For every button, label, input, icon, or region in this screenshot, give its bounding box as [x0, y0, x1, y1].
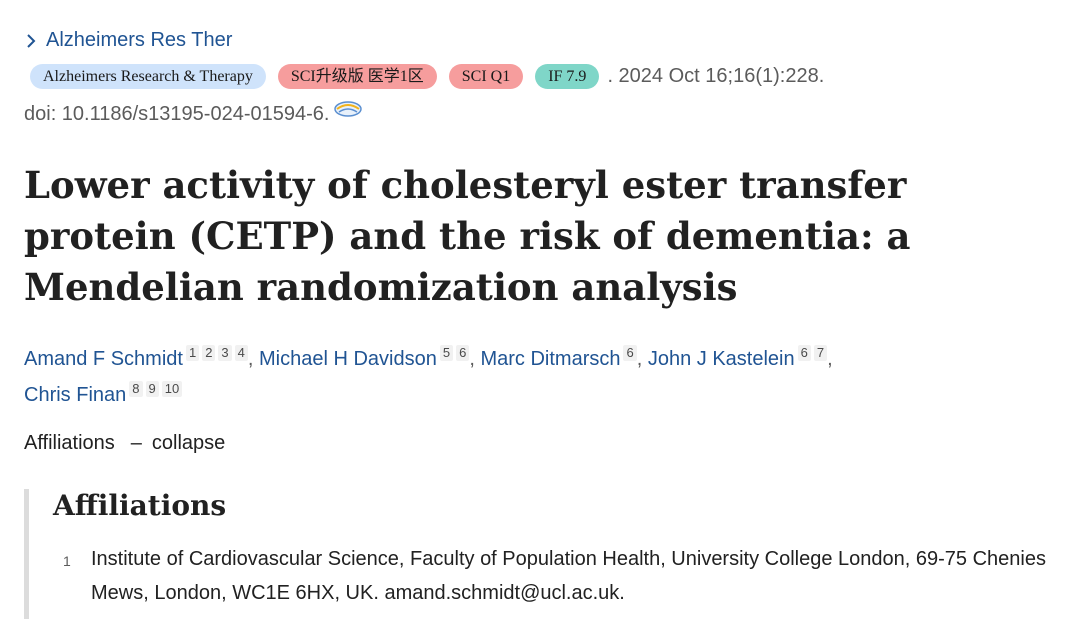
affiliation-ref[interactable]: 10 — [161, 381, 183, 397]
affiliation-ref[interactable]: 5 — [439, 345, 454, 361]
affiliation-item: 1 Institute of Cardiovascular Science, F… — [63, 542, 1053, 610]
affiliation-ref[interactable]: 1 — [185, 345, 200, 361]
affiliation-ref[interactable]: 9 — [145, 381, 159, 397]
author-item: Chris Finan 8 9 10 — [24, 381, 183, 406]
author-link[interactable]: Marc Ditmarsch — [480, 348, 621, 370]
author-item: Marc Ditmarsch 6 — [480, 345, 637, 370]
journal-name-badge[interactable]: Alzheimers Research & Therapy — [30, 64, 266, 89]
affiliations-heading: Affiliations — [53, 489, 227, 522]
collapse-link[interactable]: collapse — [151, 432, 226, 454]
author-link[interactable]: John J Kastelein — [647, 348, 795, 370]
affiliation-ref[interactable]: 7 — [813, 345, 828, 361]
affiliation-text: Institute of Cardiovascular Science, Fac… — [91, 548, 1046, 604]
author-item: John J Kastelein 6 7 — [647, 345, 828, 370]
journal-link-label: Alzheimers Res Ther — [46, 29, 233, 51]
affiliation-ref[interactable]: 8 — [129, 381, 143, 397]
affiliation-ref[interactable]: 4 — [234, 345, 248, 361]
affiliation-ref[interactable]: 3 — [218, 345, 232, 361]
affiliation-ref[interactable]: 6 — [797, 345, 811, 361]
journal-link[interactable]: Alzheimers Res Ther — [24, 29, 232, 52]
affiliations-panel: Affiliations 1 Institute of Cardiovascul… — [24, 489, 1064, 619]
author-link[interactable]: Chris Finan — [24, 384, 127, 406]
full-text-link-icon[interactable] — [333, 99, 363, 119]
chevron-right-icon — [27, 33, 36, 48]
doi-row: doi: 10.1186/s13195-024-01594-6. — [24, 100, 363, 126]
affiliation-ref[interactable]: 6 — [623, 345, 637, 361]
article-title: Lower activity of cholesteryl ester tran… — [24, 163, 911, 309]
doi-text: doi: 10.1186/s13195-024-01594-6. — [24, 103, 330, 125]
journal-meta-row: Alzheimers Research & Therapy SCI升级版 医学1… — [30, 64, 824, 89]
impact-factor-badge[interactable]: IF 7.9 — [535, 64, 600, 89]
author-link[interactable]: Amand F Schmidt — [24, 348, 183, 370]
affiliation-ref[interactable]: 2 — [202, 345, 216, 361]
sci-quartile-badge[interactable]: SCI Q1 — [448, 64, 524, 89]
author-item: Amand F Schmidt 1 2 3 4 — [24, 345, 248, 370]
sci-rank-badge[interactable]: SCI升级版 医学1区 — [277, 64, 437, 89]
author-link[interactable]: Michael H Davidson — [259, 348, 437, 370]
affiliations-toggle-label: Affiliations — [24, 432, 115, 454]
citation-date: . 2024 Oct 16;16(1):228. — [607, 65, 825, 87]
collapse-dash-icon: – — [130, 432, 142, 454]
affiliation-ref[interactable]: 6 — [456, 345, 470, 361]
affiliation-number: 1 — [63, 553, 71, 569]
affiliations-toggle[interactable]: Affiliations – collapse — [24, 432, 225, 455]
author-list: Amand F Schmidt 1 2 3 4, Michael H Davidson 5… — [24, 345, 833, 406]
author-item: Michael H Davidson 5 6 — [259, 345, 470, 370]
